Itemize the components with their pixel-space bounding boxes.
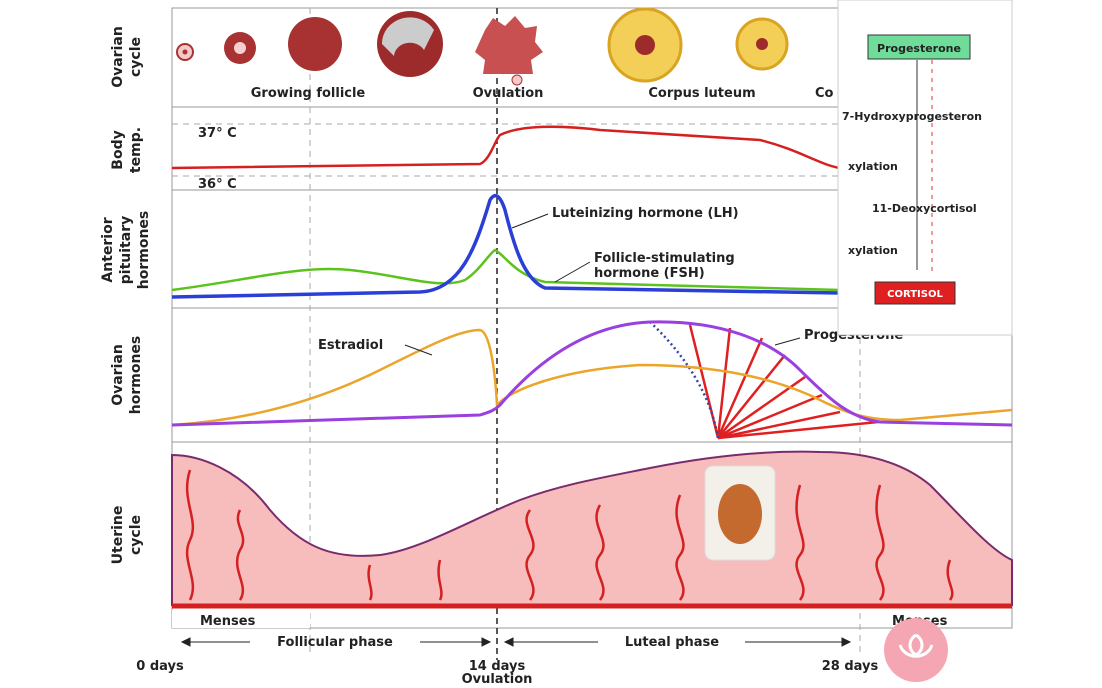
text: Ovarian [110, 344, 126, 406]
label: Co [815, 86, 834, 101]
follicle-icons [176, 7, 789, 86]
phase-arrows [180, 637, 852, 647]
label: Corpus luteum [648, 86, 755, 101]
label: Luteinizing hormone (LH) [552, 206, 739, 221]
logo [884, 618, 948, 682]
label: Ovulation [473, 86, 544, 101]
overlay-result-box [874, 281, 956, 305]
overlay-text: xylation [848, 160, 898, 173]
overlay-text: xylation [848, 244, 898, 257]
text: cycle [128, 37, 144, 77]
lh-curve [171, 193, 841, 299]
text: cycle [128, 515, 144, 555]
label: Ovulation [462, 672, 533, 684]
label: 0 days [136, 659, 184, 674]
text: Follicle-stimulating [594, 251, 735, 266]
menses-box [172, 610, 310, 628]
label: Menses [200, 614, 256, 629]
row-labels: Ovarian cycle Body temp. Anterior pituitary… [100, 26, 152, 564]
progesterone-curve [171, 320, 1013, 427]
label: 37° C [198, 126, 237, 141]
text: hormones [136, 211, 152, 290]
pointer [404, 344, 433, 356]
estradiol-curve [171, 328, 1013, 427]
pointer [554, 261, 591, 283]
endometrium [171, 450, 1013, 606]
text: pituitary [118, 216, 134, 284]
overlay-text: 11-Deoxycortisol [872, 202, 977, 215]
pointer [774, 337, 801, 346]
pointer [511, 213, 549, 229]
vessels [185, 469, 954, 601]
text: temp. [128, 127, 144, 173]
text: Body [110, 130, 126, 169]
overlay-text: Progesterone [877, 42, 961, 55]
egg [718, 484, 762, 544]
overlay-box [867, 34, 971, 60]
label: Follicle-stimulating hormone (FSH) [594, 251, 735, 281]
logo-mark [898, 633, 934, 658]
text: Anterior [100, 217, 116, 282]
overlay-text: 7-Hydroxyprogesteron [842, 110, 982, 123]
overlay-text: CORTISOL [887, 289, 943, 300]
label: Estradiol [318, 338, 383, 353]
text: Ovarian [110, 26, 126, 88]
text: Uterine [110, 506, 126, 565]
label: Growing follicle [251, 86, 366, 101]
label: Luteal phase [625, 635, 719, 650]
text: hormone (FSH) [594, 266, 705, 281]
label: Follicular phase [277, 635, 393, 650]
hatch [688, 324, 879, 440]
label: 28 days [822, 659, 879, 674]
label: 14 days [469, 659, 526, 674]
temp-curve [171, 125, 841, 170]
text: hormones [128, 336, 144, 415]
dotted-curve [649, 321, 720, 439]
label: 36° C [198, 177, 237, 192]
